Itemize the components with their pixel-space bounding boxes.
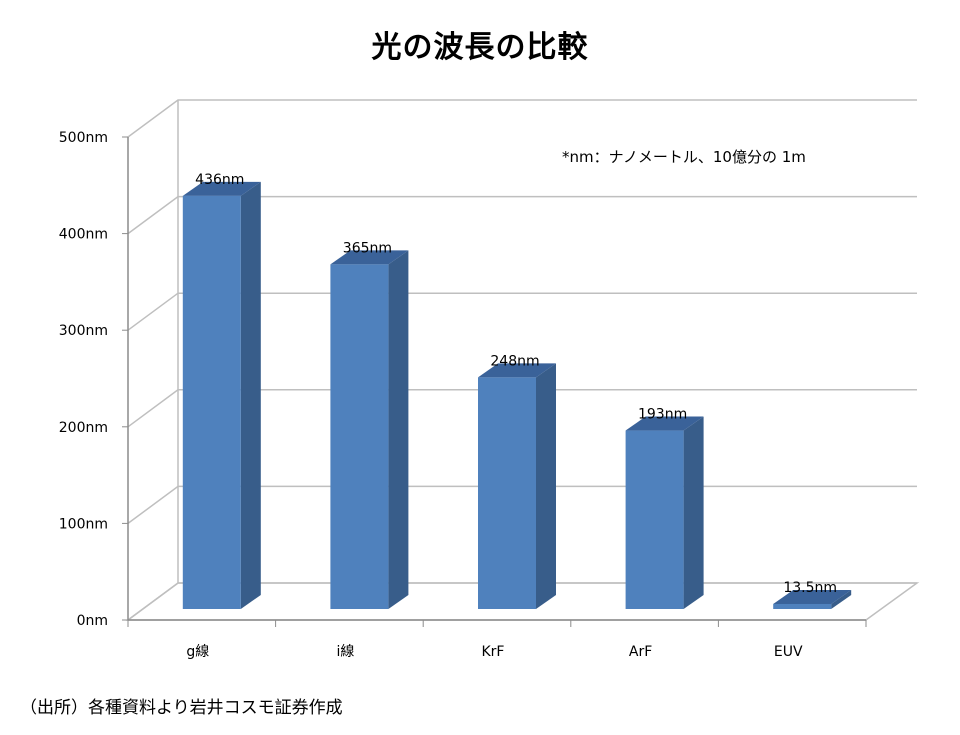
chart-annotation: *nm：ナノメートル、10億分の 1m	[562, 148, 806, 166]
y-tick-label: 500nm	[59, 130, 108, 146]
source-note: （出所）各種資料より岩井コスモ証券作成	[20, 698, 343, 718]
grid-layer	[125, 99, 920, 621]
data-label: 436nm	[195, 172, 244, 188]
y-tick-label: 300nm	[59, 323, 108, 339]
bar-top	[330, 250, 409, 265]
y-tick-label: 100nm	[59, 516, 108, 532]
bar-top	[625, 416, 704, 431]
category-label: EUV	[774, 644, 803, 660]
bar-1	[182, 181, 261, 609]
bar-top	[773, 589, 852, 604]
y-tick-label: 400nm	[59, 227, 108, 243]
label-layer: 436nm g線 365nm i線 248nm KrF 193nm ArF 13.5nm EUV	[186, 172, 837, 660]
bar-top	[478, 363, 556, 378]
y-tick-label: 200nm	[59, 420, 108, 436]
bar-layer	[182, 181, 852, 609]
data-label: 13.5nm	[783, 580, 837, 596]
bar-top	[182, 181, 261, 196]
bar-front	[330, 264, 389, 609]
bar-3	[478, 363, 556, 609]
data-label: 365nm	[343, 240, 392, 256]
bar-front	[478, 377, 536, 609]
y-tick-label: 0nm	[77, 613, 108, 629]
category-label: ArF	[629, 644, 652, 660]
bar-front	[773, 603, 832, 609]
chart-title: 光の波長の比較	[371, 30, 589, 65]
bar-side	[536, 363, 556, 609]
category-label: KrF	[482, 644, 505, 660]
category-label: i線	[336, 644, 354, 660]
bar-4	[625, 416, 704, 609]
bar-front	[625, 430, 684, 609]
bar-side	[683, 416, 704, 609]
category-label: g線	[186, 644, 209, 660]
data-label: 193nm	[638, 407, 687, 423]
data-label: 248nm	[490, 353, 539, 369]
bar-side	[240, 181, 261, 609]
gridline	[127, 99, 917, 138]
bar-5	[773, 589, 852, 609]
axis-layer: 0nm 100nm 200nm 300nm 400nm 500nm	[59, 130, 867, 629]
bar-side	[831, 589, 852, 609]
bar-side	[388, 250, 409, 609]
bar-2	[330, 250, 409, 609]
bar-front	[182, 195, 241, 609]
